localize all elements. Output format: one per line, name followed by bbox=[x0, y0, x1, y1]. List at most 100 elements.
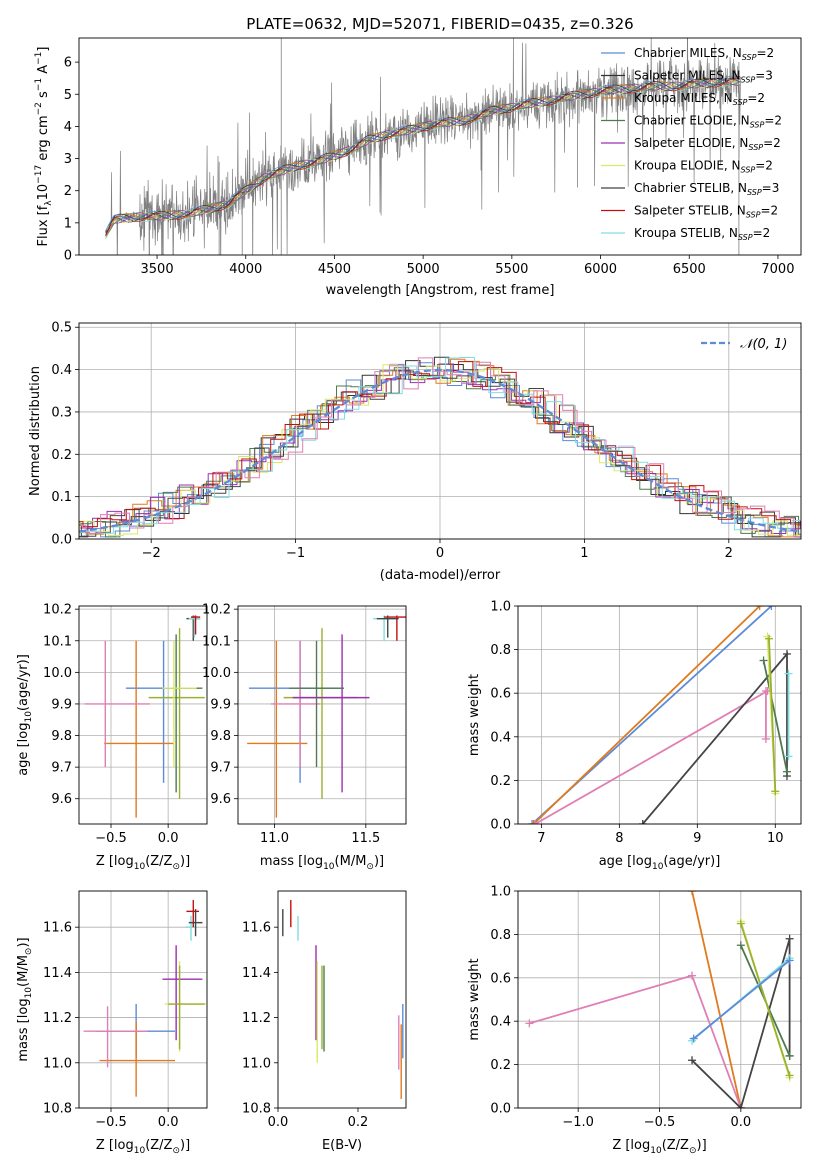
y-tick-label: 2 bbox=[64, 184, 72, 199]
x-axis-label: E(B-V) bbox=[322, 1138, 362, 1153]
y-axis-label: mass weight bbox=[467, 958, 482, 1040]
weight-marker bbox=[784, 752, 793, 761]
weight-marker bbox=[736, 919, 745, 928]
weight-series-line bbox=[691, 938, 791, 1108]
charts: 3500 4000 4500 5000 5500 6000 6500 7000 0 1 2 3 4 5 6 w… bbox=[16, 37, 802, 1156]
x-tick-label: 7000 bbox=[761, 262, 794, 277]
y-tick-label: 0.1 bbox=[51, 490, 72, 505]
spectrum-chart: 3500 4000 4500 5000 5500 6000 6500 7000 0 1 2 3 4 5 6 w… bbox=[34, 37, 802, 298]
weight-marker bbox=[736, 1104, 745, 1108]
legend-entry: Chabrier STELIB, NSSP=3 bbox=[634, 181, 779, 197]
x-axis-label: Z [log10(Z/Z⊙)] bbox=[612, 1138, 706, 1156]
x-tick-label: 5000 bbox=[407, 262, 440, 277]
x-axis-label: age [log10(age/yr)] bbox=[599, 854, 721, 872]
legend-entry: Chabrier ELODIE, NSSP=2 bbox=[634, 114, 782, 130]
weight-marker bbox=[782, 649, 791, 658]
x-axis-label: mass [log10(M/M⊙)] bbox=[260, 854, 384, 872]
weight-marker bbox=[785, 1051, 794, 1060]
weight-series-line bbox=[693, 959, 791, 1040]
y-tick-label: 0.0 bbox=[51, 533, 72, 548]
errorbar-point bbox=[247, 640, 308, 818]
y-tick-label: 3 bbox=[64, 152, 72, 167]
errorbar-point bbox=[185, 915, 197, 941]
y-tick-label: 10.8 bbox=[242, 1102, 271, 1117]
errorbar-point bbox=[270, 640, 321, 768]
legend-entry: Chabrier MILES, NSSP=2 bbox=[634, 46, 774, 62]
axes-frame bbox=[78, 37, 802, 256]
legend-entry: Kroupa ELODIE, NSSP=2 bbox=[634, 159, 773, 175]
errorbar-point bbox=[164, 961, 206, 1052]
y-tick-label: 0.2 bbox=[51, 448, 72, 463]
histogram-series bbox=[79, 357, 801, 534]
y-tick-label: 10.0 bbox=[202, 666, 231, 681]
x-tick-label: 0.0 bbox=[268, 1115, 289, 1130]
y-tick-label: 0.0 bbox=[490, 818, 511, 833]
y-tick-label: 11.0 bbox=[43, 1056, 72, 1071]
x-tick-label: 1 bbox=[580, 546, 588, 561]
y-tick-label: 0.5 bbox=[51, 321, 72, 336]
weight-marker bbox=[689, 1034, 698, 1043]
axes-frame bbox=[78, 890, 208, 1109]
y-axis-label: Normed distribution bbox=[28, 366, 43, 496]
x-axis-label: wavelength [Angstrom, rest frame] bbox=[326, 283, 555, 298]
legend-entry: Salpeter STELIB, NSSP=2 bbox=[634, 204, 778, 220]
y-tick-label: 9.7 bbox=[210, 761, 231, 776]
errorbar-point bbox=[84, 640, 150, 768]
y-tick-label: 10.8 bbox=[43, 1102, 72, 1117]
y-tick-label: 10.2 bbox=[202, 603, 231, 618]
y-tick-label: 1.0 bbox=[490, 885, 511, 900]
y-tick-label: 6 bbox=[64, 56, 72, 71]
axes-frame bbox=[78, 322, 802, 540]
y-tick-label: 9.6 bbox=[210, 792, 231, 807]
y-tick-label: 9.6 bbox=[51, 792, 72, 807]
y-tick-label: 0.8 bbox=[490, 928, 511, 943]
legend-entry: 𝒩(0, 1) bbox=[740, 337, 787, 352]
weight-marker bbox=[688, 891, 697, 895]
weight-marker bbox=[761, 687, 770, 696]
mass_vs_ebv-chart: 0.0 0.2 10.8 11.0 11.2 11.4 11.6 E(B-V) bbox=[242, 890, 407, 1153]
weight-series-line bbox=[534, 690, 768, 824]
weight-series-line bbox=[529, 974, 742, 1108]
errorbar-point bbox=[162, 640, 197, 768]
weight-series-line bbox=[762, 660, 788, 772]
x-tick-label: 4000 bbox=[229, 262, 262, 277]
y-tick-label: 9.8 bbox=[51, 729, 72, 744]
weight_vs_age-chart: 7 8 9 10 0.0 0.2 0.4 0.6 0.8 1.0 age [log10(age/yr… bbox=[467, 600, 802, 872]
axes-frame bbox=[78, 605, 208, 825]
y-tick-label: 1 bbox=[64, 216, 72, 231]
errorbar-point bbox=[168, 965, 205, 1050]
x-tick-label: 5500 bbox=[495, 262, 528, 277]
weight-marker bbox=[525, 1019, 534, 1028]
mass_vs_Z-chart: −0.5 0.0 10.8 11.0 11.2 11.4 11.6 Z [log10(Z/Z⊙… bbox=[16, 890, 208, 1156]
histogram-series bbox=[79, 364, 801, 536]
x-tick-label: 0.0 bbox=[158, 1115, 179, 1130]
model-fit-line bbox=[105, 77, 741, 234]
y-tick-label: 9.9 bbox=[210, 697, 231, 712]
errorbar-point bbox=[83, 1006, 148, 1068]
model-fit-line bbox=[105, 75, 741, 232]
legend-entry: Salpeter ELODIE, NSSP=2 bbox=[634, 136, 781, 152]
errorbar-point bbox=[104, 640, 174, 818]
weight-marker bbox=[688, 1056, 697, 1065]
errorbar-point bbox=[283, 628, 357, 799]
errorbar-point bbox=[248, 640, 344, 783]
errorbar-point bbox=[376, 615, 399, 638]
y-tick-label: 4 bbox=[64, 120, 72, 135]
y-tick-label: 10.1 bbox=[43, 634, 72, 649]
weight-series-line bbox=[532, 606, 761, 824]
x-tick-label: −1 bbox=[286, 546, 305, 561]
age_vs_mass-chart: 11.0 11.5 9.6 9.7 9.8 9.9 10.0 10.1 10.2 mass [lo… bbox=[202, 603, 407, 872]
weight-marker bbox=[771, 787, 780, 796]
weight-marker bbox=[638, 820, 647, 824]
x-tick-label: 10 bbox=[767, 831, 784, 846]
y-axis-label: Flux [fλ10−17 erg cm−2 s−1 A−1] bbox=[34, 47, 54, 247]
y-tick-label: 11.6 bbox=[242, 921, 271, 936]
weight-marker bbox=[765, 634, 774, 643]
histogram-series bbox=[79, 357, 801, 538]
figure-title: PLATE=0632, MJD=52071, FIBERID=0435, z=0… bbox=[246, 15, 633, 33]
x-tick-label: 7 bbox=[537, 831, 545, 846]
x-tick-label: 3500 bbox=[141, 262, 174, 277]
x-tick-label: 6500 bbox=[673, 262, 706, 277]
x-tick-label: 0 bbox=[436, 546, 444, 561]
